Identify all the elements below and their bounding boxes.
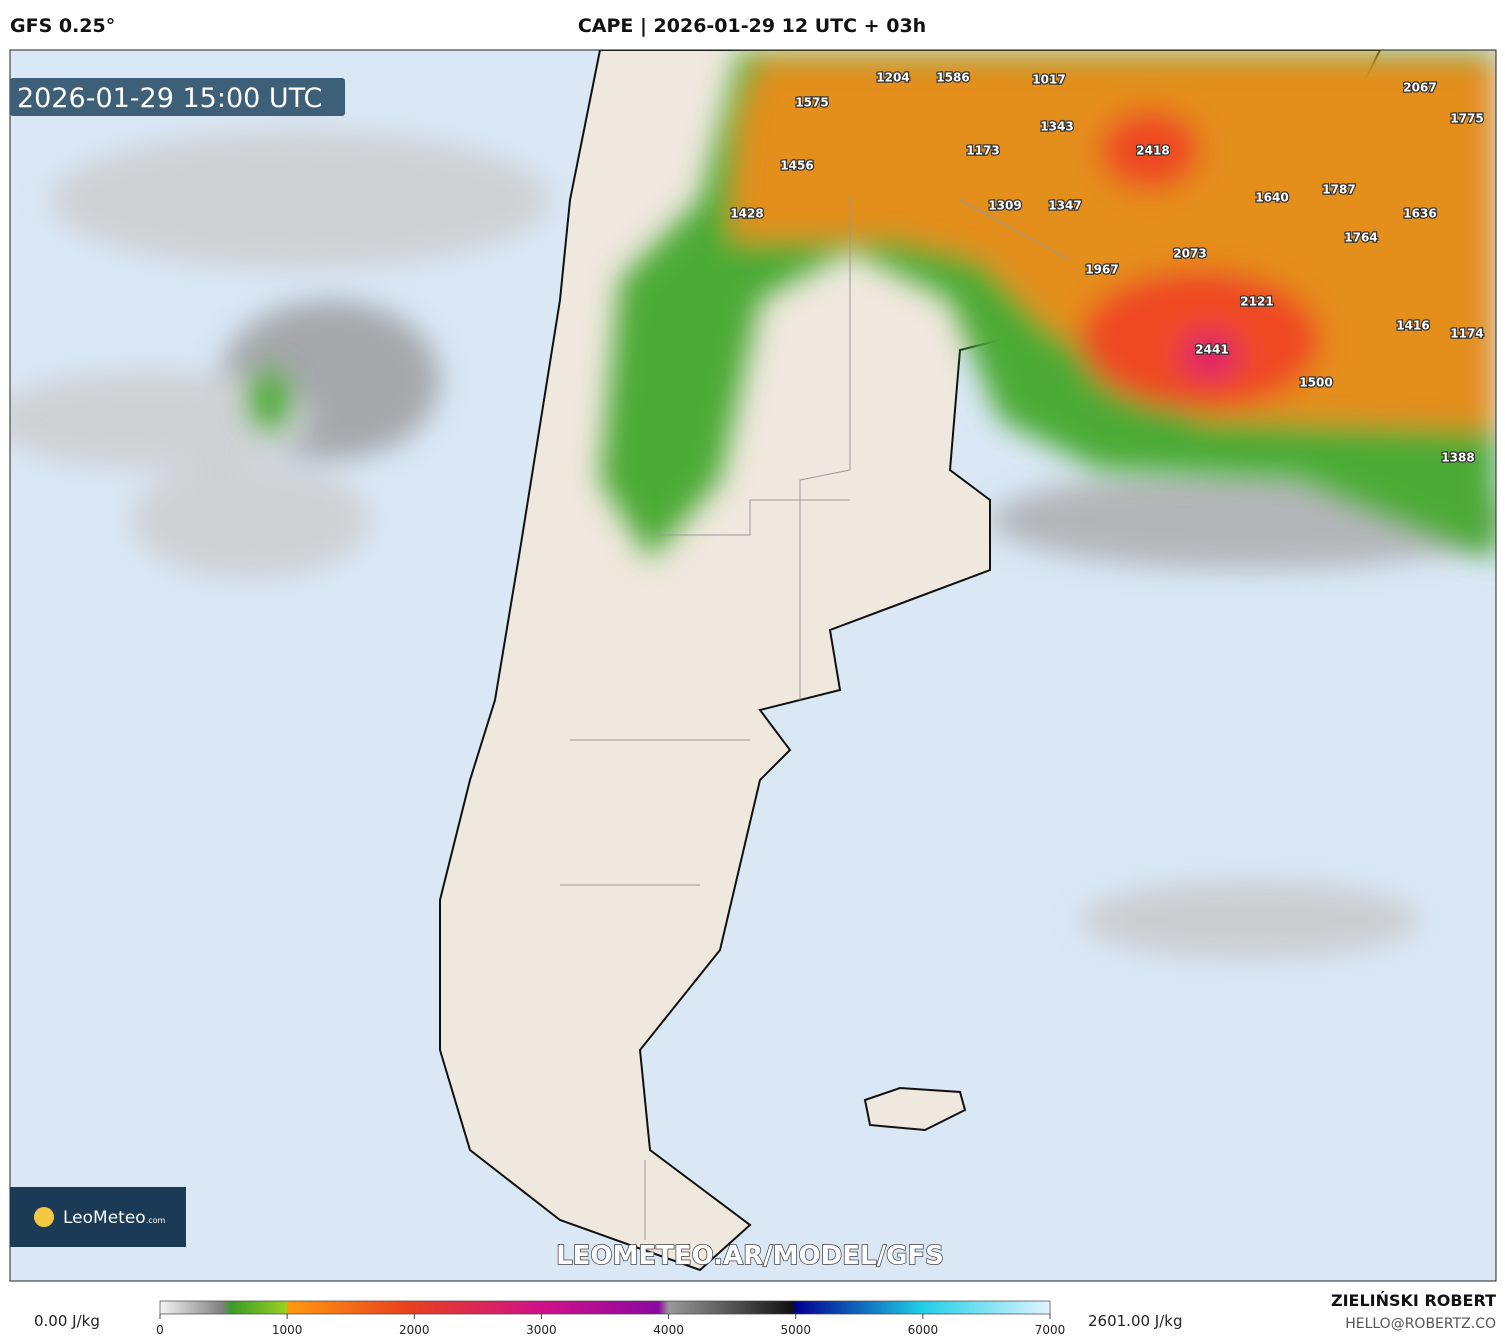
cape-label: 1347 xyxy=(1048,199,1081,213)
logo: LeoMeteo.com xyxy=(63,1208,166,1228)
cape-label: 1575 xyxy=(795,96,828,110)
colorbar-tick-label: 4000 xyxy=(653,1323,684,1337)
colorbar-tick-label: 3000 xyxy=(526,1323,557,1337)
cape-label: 1586 xyxy=(936,71,969,85)
colorbar-tick-label: 0 xyxy=(156,1323,164,1337)
map: 1204 1586 1017 2067 1575 1775 1343 2418 1173 1456… xyxy=(10,50,1496,1281)
cape-label: 1764 xyxy=(1344,231,1377,245)
cape-label: 1775 xyxy=(1450,112,1483,126)
cape-label: 1174 xyxy=(1450,327,1483,341)
colorbar-tick-label: 7000 xyxy=(1035,1323,1066,1337)
cape-label: 1173 xyxy=(966,144,999,158)
colorbar-tick-label: 6000 xyxy=(908,1323,939,1337)
cape-label: 2067 xyxy=(1403,81,1436,95)
colorbar-tick-label: 5000 xyxy=(780,1323,811,1337)
title: CAPE | 2026-01-29 12 UTC + 03h xyxy=(578,15,926,37)
cape-label: 1500 xyxy=(1299,376,1332,390)
cape-label: 1416 xyxy=(1396,319,1429,333)
model-name: GFS 0.25° xyxy=(10,15,115,37)
time-box xyxy=(10,78,345,116)
cape-label: 1204 xyxy=(876,71,909,85)
colorbar-tick-label: 1000 xyxy=(272,1323,303,1337)
cape-label: 1636 xyxy=(1403,207,1436,221)
cape-label: 1309 xyxy=(988,199,1021,213)
cape-label: 2073 xyxy=(1173,247,1206,261)
watermark: LEOMETEO.AR/MODEL/GFS xyxy=(556,1241,944,1271)
cape-label: 1343 xyxy=(1040,120,1073,134)
cape-label: 2121 xyxy=(1240,295,1273,309)
colorbar-min: 0.00 J/kg xyxy=(34,1312,100,1330)
contact: HELLO@ROBERTZ.CO xyxy=(1345,1316,1496,1332)
cape-label: 2441 xyxy=(1195,343,1228,357)
colorbar-max: 2601.00 J/kg xyxy=(1088,1312,1182,1330)
cape-label: 1388 xyxy=(1441,451,1474,465)
cape-label: 2418 xyxy=(1136,144,1169,158)
author: ZIELIŃSKI ROBERT xyxy=(1331,1291,1496,1310)
cape-label: 1456 xyxy=(780,159,813,173)
cape-label: 1787 xyxy=(1322,183,1355,197)
cape-label: 1640 xyxy=(1255,191,1288,205)
valid-time: 2026-01-29 15:00 UTC xyxy=(17,83,322,114)
colorbar-tick-label: 2000 xyxy=(399,1323,430,1337)
cape-label: 1428 xyxy=(730,207,763,221)
colorbar xyxy=(159,1300,1051,1315)
cape-label: 1967 xyxy=(1085,263,1118,277)
cape-label: 1017 xyxy=(1032,73,1065,87)
